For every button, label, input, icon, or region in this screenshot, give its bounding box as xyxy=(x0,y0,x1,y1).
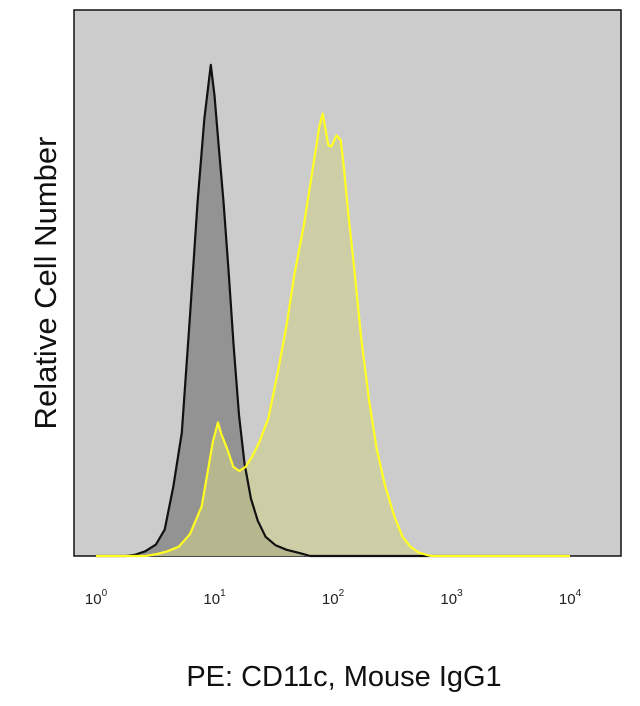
x-tick-label: 104 xyxy=(559,588,582,608)
y-axis-label: Relative Cell Number xyxy=(28,137,63,430)
x-axis-ticks: 100 101 102 103 104 xyxy=(85,588,582,608)
series-line-cd11c-stain xyxy=(96,112,570,558)
series-line-isotype-control xyxy=(96,63,570,558)
series-area-cd11c-stain xyxy=(96,113,570,556)
series-layer xyxy=(96,63,570,558)
x-tick-label: 102 xyxy=(322,588,345,608)
x-tick-label: 100 xyxy=(85,588,108,608)
x-tick-label: 103 xyxy=(440,588,463,608)
x-tick-label: 101 xyxy=(203,588,226,608)
x-axis-label: PE: CD11c, Mouse IgG1 xyxy=(186,661,501,693)
